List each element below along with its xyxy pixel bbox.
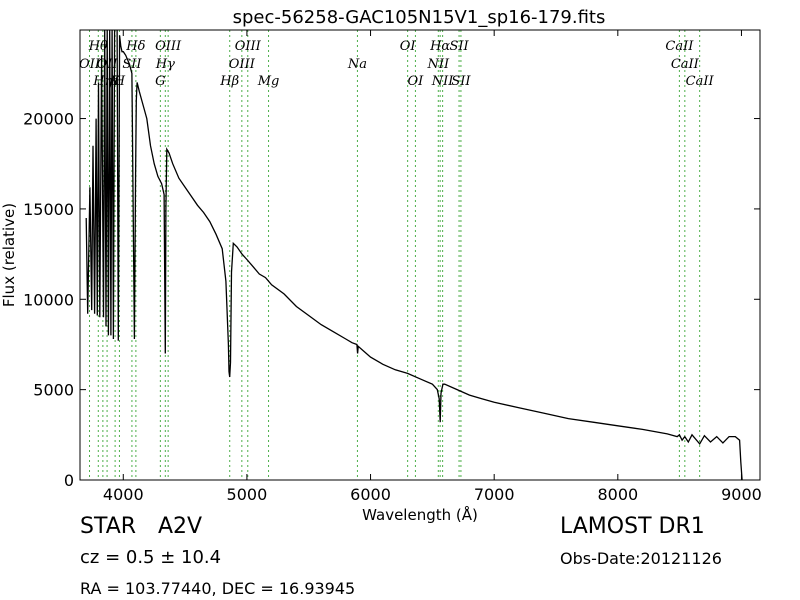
line-label-15: Na xyxy=(347,57,367,72)
chart-title: spec-56258-GAC105N15V1_sp16-179.fits xyxy=(233,7,606,28)
redshift-text: cz = 0.5 ± 10.4 xyxy=(80,547,222,568)
x-tick-label-3: 7000 xyxy=(474,485,515,504)
line-label-16: OI xyxy=(400,39,417,54)
object-subclass: A2V xyxy=(158,514,203,539)
line-label-0: OII xyxy=(79,57,101,72)
survey-label: LAMOST DR1 xyxy=(560,514,705,539)
line-label-23: CaII xyxy=(665,39,694,54)
line-label-7: Hδ xyxy=(125,39,145,54)
line-label-13: OIII xyxy=(235,39,262,54)
x-tick-label-1: 5000 xyxy=(227,485,268,504)
y-tick-label-4: 20000 xyxy=(23,110,74,129)
line-label-8: G xyxy=(155,74,165,89)
line-label-25: CaII xyxy=(686,74,715,89)
line-label-1: Hθ xyxy=(88,39,108,54)
line-label-21: SII xyxy=(449,39,469,54)
line-label-9: Hγ xyxy=(155,57,175,72)
line-label-18: NII xyxy=(426,57,450,72)
line-label-20: NII xyxy=(431,74,455,89)
x-tick-label-5: 9000 xyxy=(721,485,762,504)
x-axis-label: Wavelength (Å) xyxy=(362,505,478,524)
line-label-22: SII xyxy=(451,74,471,89)
coordinates-text: RA = 103.77440, DEC = 16.93945 xyxy=(80,579,356,598)
spectrum-series xyxy=(85,30,743,480)
line-label-5: K xyxy=(109,74,121,89)
line-label-14: Mg xyxy=(257,74,280,89)
y-tick-label-0: 0 xyxy=(64,471,74,490)
object-class: STAR xyxy=(80,514,137,539)
line-markers xyxy=(89,30,701,480)
line-label-17: OI xyxy=(408,74,425,89)
x-tick-label-0: 4000 xyxy=(103,485,144,504)
line-label-24: CaII xyxy=(671,57,700,72)
y-tick-label-1: 5000 xyxy=(33,381,74,400)
y-axis-label: Flux (relative) xyxy=(0,203,18,307)
line-label-12: OIII xyxy=(229,57,256,72)
line-label-10: OIII xyxy=(155,39,182,54)
line-label-19: Hα xyxy=(429,39,450,54)
x-tick-label-2: 6000 xyxy=(350,485,391,504)
x-axis: 4000 5000 6000 7000 8000 9000 xyxy=(103,30,762,504)
line-label-11: Hβ xyxy=(219,74,239,89)
line-label-4: SII xyxy=(122,57,142,72)
line-label-3: OII xyxy=(97,57,119,72)
line-label-6: H xyxy=(113,74,126,89)
x-tick-label-4: 8000 xyxy=(597,485,638,504)
line-label-2: Hη xyxy=(92,74,112,89)
observation-date: Obs-Date:20121126 xyxy=(560,549,722,568)
y-axis: 0 5000 10000 15000 20000 xyxy=(23,110,760,490)
spectrum-line xyxy=(85,30,743,480)
y-tick-label-3: 15000 xyxy=(23,200,74,219)
y-tick-label-2: 10000 xyxy=(23,290,74,309)
plot-frame xyxy=(79,29,761,481)
